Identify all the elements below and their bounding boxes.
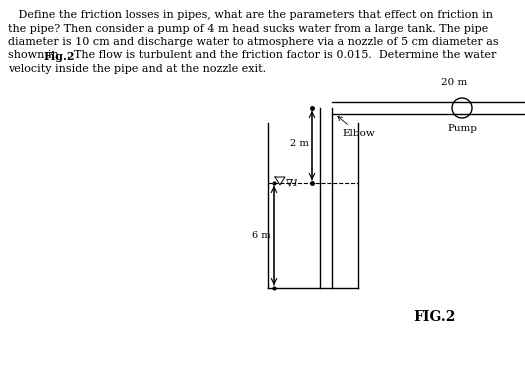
Text: shown in: shown in	[8, 50, 62, 60]
Text: Define the friction losses in pipes, what are the parameters that effect on fric: Define the friction losses in pipes, wha…	[8, 10, 493, 20]
Text: ∇1: ∇1	[286, 179, 300, 188]
Text: Fig.2: Fig.2	[44, 50, 76, 62]
Text: . The flow is turbulent and the friction factor is 0.015.  Determine the water: . The flow is turbulent and the friction…	[67, 50, 496, 60]
Text: 20 m: 20 m	[442, 78, 468, 87]
Text: the pipe? Then consider a pump of 4 m head sucks water from a large tank. The pi: the pipe? Then consider a pump of 4 m he…	[8, 23, 488, 34]
Text: Pump: Pump	[447, 124, 477, 133]
Text: velocity inside the pipe and at the nozzle exit.: velocity inside the pipe and at the nozz…	[8, 64, 266, 74]
Text: Elbow: Elbow	[338, 116, 375, 138]
Text: 6 m: 6 m	[253, 231, 271, 240]
Text: 2 m: 2 m	[290, 139, 309, 148]
Text: FIG.2: FIG.2	[413, 310, 456, 324]
Text: diameter is 10 cm and discharge water to atmosphere via a nozzle of 5 cm diamete: diameter is 10 cm and discharge water to…	[8, 37, 499, 47]
